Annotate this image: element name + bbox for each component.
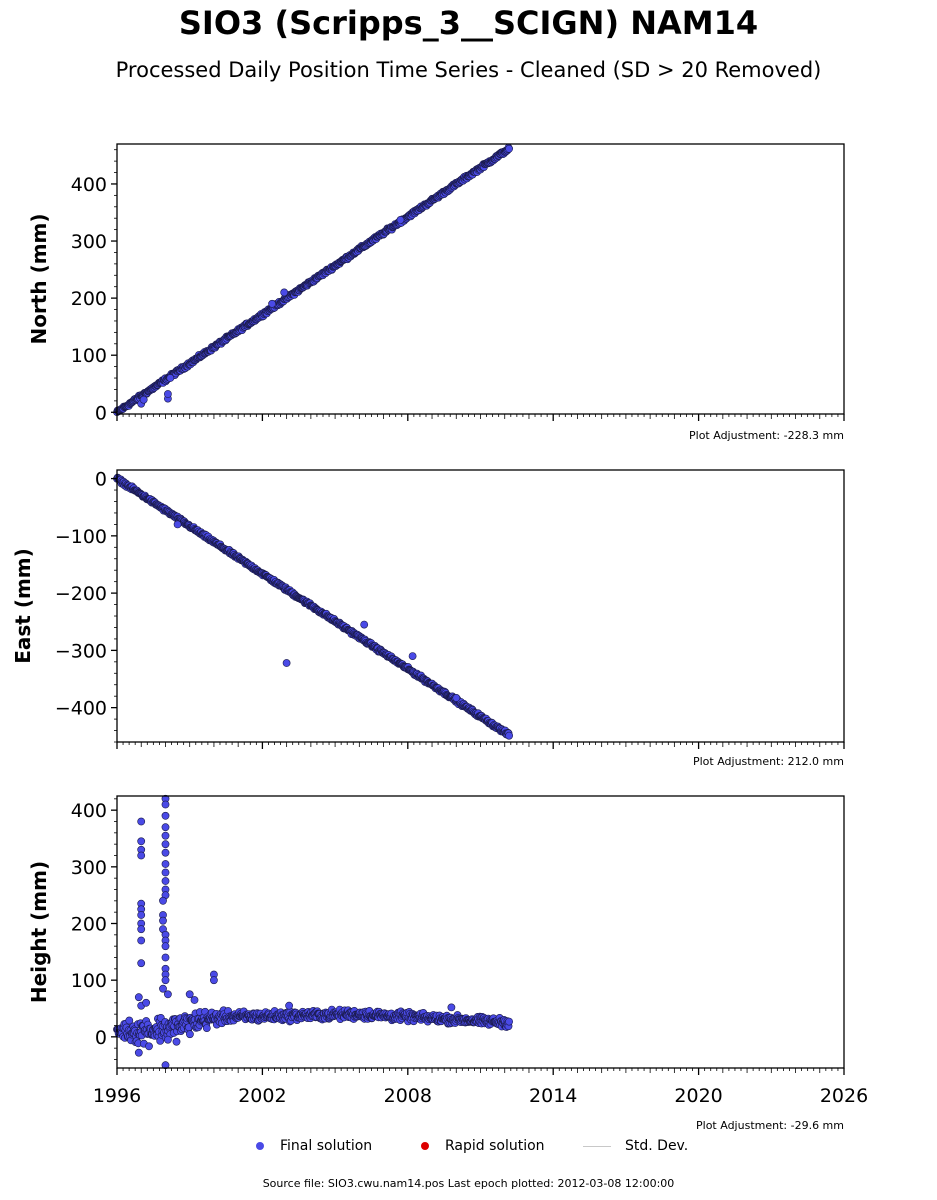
- std-dev-line-icon: [583, 1145, 611, 1147]
- final-solution-point: [282, 659, 291, 667]
- y-tick-label: 200: [71, 914, 107, 936]
- final-solution-point: [173, 520, 182, 529]
- x-tick-label: 2008: [384, 1085, 432, 1107]
- final-solution-point: [408, 652, 417, 660]
- rapid-solution-marker-icon: [421, 1142, 429, 1150]
- y-tick-label: 100: [71, 345, 107, 367]
- final-solution-point: [161, 848, 170, 857]
- y-tick-label: −400: [55, 698, 107, 720]
- final-solution-point: [159, 896, 167, 905]
- final-solution-point: [137, 936, 146, 945]
- final-solution-point: [396, 215, 405, 224]
- y-tick-label: −300: [55, 640, 107, 662]
- x-tick-label: 2002: [238, 1085, 286, 1107]
- y-tick-label: 400: [71, 800, 107, 822]
- final-solution-point: [280, 288, 289, 297]
- final-solution-point: [163, 1035, 172, 1044]
- plot-frame: [116, 143, 845, 415]
- final-solution-point: [137, 959, 146, 968]
- final-solution-point: [268, 299, 276, 308]
- final-solution-point: [125, 1016, 134, 1025]
- final-solution-point: [190, 996, 199, 1004]
- final-solution-point: [202, 1024, 211, 1032]
- final-solution-marker-icon: [256, 1142, 264, 1150]
- final-solution-point: [137, 837, 146, 846]
- final-solution-point: [505, 144, 513, 153]
- final-solution-point: [161, 877, 170, 885]
- legend-stddev: Std. Dev.: [583, 1138, 688, 1154]
- final-solution-point: [145, 1042, 153, 1051]
- final-solution-point: [161, 800, 170, 809]
- final-solution-point: [159, 984, 167, 993]
- final-solution-point: [185, 1030, 194, 1039]
- final-solution-point: [360, 620, 369, 629]
- final-solution-point: [185, 990, 194, 999]
- final-solution-point: [137, 817, 146, 826]
- y-tick-label: 300: [71, 857, 107, 879]
- final-solution-point: [161, 823, 170, 832]
- final-solution-point: [137, 911, 146, 919]
- final-solution-point: [505, 731, 513, 740]
- final-solution-point: [285, 1001, 293, 1010]
- final-solution-point: [447, 1003, 456, 1012]
- y-tick-label: −100: [55, 526, 107, 548]
- final-solution-point: [161, 976, 170, 985]
- y-tick-label: 200: [71, 288, 107, 310]
- y-tick-label: 0: [95, 402, 107, 424]
- north-plot-adjustment: Plot Adjustment: -228.3 mm: [689, 429, 844, 442]
- legend-final-label: Final solution: [280, 1138, 373, 1154]
- y-axis-label: East (mm): [11, 548, 35, 664]
- x-tick-label: 2020: [674, 1085, 722, 1107]
- final-solution-point: [163, 990, 172, 999]
- y-tick-label: 0: [95, 1027, 107, 1049]
- final-solution-point: [161, 953, 170, 962]
- final-solution-point: [134, 993, 143, 1002]
- final-solution-point: [161, 860, 170, 868]
- chart-subtitle: Processed Daily Position Time Series - C…: [115, 58, 822, 82]
- final-solution-point: [172, 1037, 181, 1046]
- y-tick-label: 300: [71, 231, 107, 253]
- final-solution-point: [161, 831, 170, 840]
- final-solution-point: [137, 925, 146, 934]
- legend-rapid: Rapid solution: [421, 1138, 545, 1154]
- final-solution-point: [137, 851, 146, 860]
- y-tick-label: 100: [71, 970, 107, 992]
- y-axis-label: Height (mm): [27, 861, 51, 1003]
- final-solution-point: [505, 1017, 513, 1026]
- final-solution-point: [161, 868, 170, 877]
- y-axis-label: North (mm): [27, 213, 51, 344]
- final-solution-point: [452, 694, 461, 702]
- final-solution-point: [159, 916, 167, 925]
- final-solution-point: [163, 390, 172, 398]
- x-tick-label: 1996: [93, 1085, 141, 1107]
- legend-rapid-label: Rapid solution: [445, 1138, 545, 1154]
- y-tick-label: −200: [55, 583, 107, 605]
- legend-final: Final solution: [256, 1138, 372, 1154]
- plot-frame: [116, 469, 845, 743]
- height-plot-adjustment: Plot Adjustment: -29.6 mm: [696, 1119, 844, 1132]
- final-solution-point: [142, 998, 150, 1007]
- final-solution-point: [134, 1048, 143, 1057]
- east-plot-adjustment: Plot Adjustment: 212.0 mm: [692, 755, 844, 768]
- x-tick-label: 2014: [529, 1085, 577, 1107]
- x-tick-label: 2026: [820, 1085, 868, 1107]
- legend-stddev-label: Std. Dev.: [625, 1138, 689, 1154]
- y-tick-label: 400: [71, 174, 107, 196]
- final-solution-point: [209, 976, 218, 985]
- y-tick-label: 0: [95, 469, 107, 491]
- final-solution-point: [161, 840, 170, 849]
- chart-title: SIO3 (Scripps_3__SCIGN) NAM14: [178, 4, 759, 42]
- source-note: Source file: SIO3.cwu.nam14.pos Last epo…: [262, 1177, 675, 1190]
- final-solution-point: [139, 395, 148, 404]
- final-solution-point: [161, 942, 170, 951]
- final-solution-point: [166, 374, 175, 382]
- final-solution-point: [161, 811, 170, 820]
